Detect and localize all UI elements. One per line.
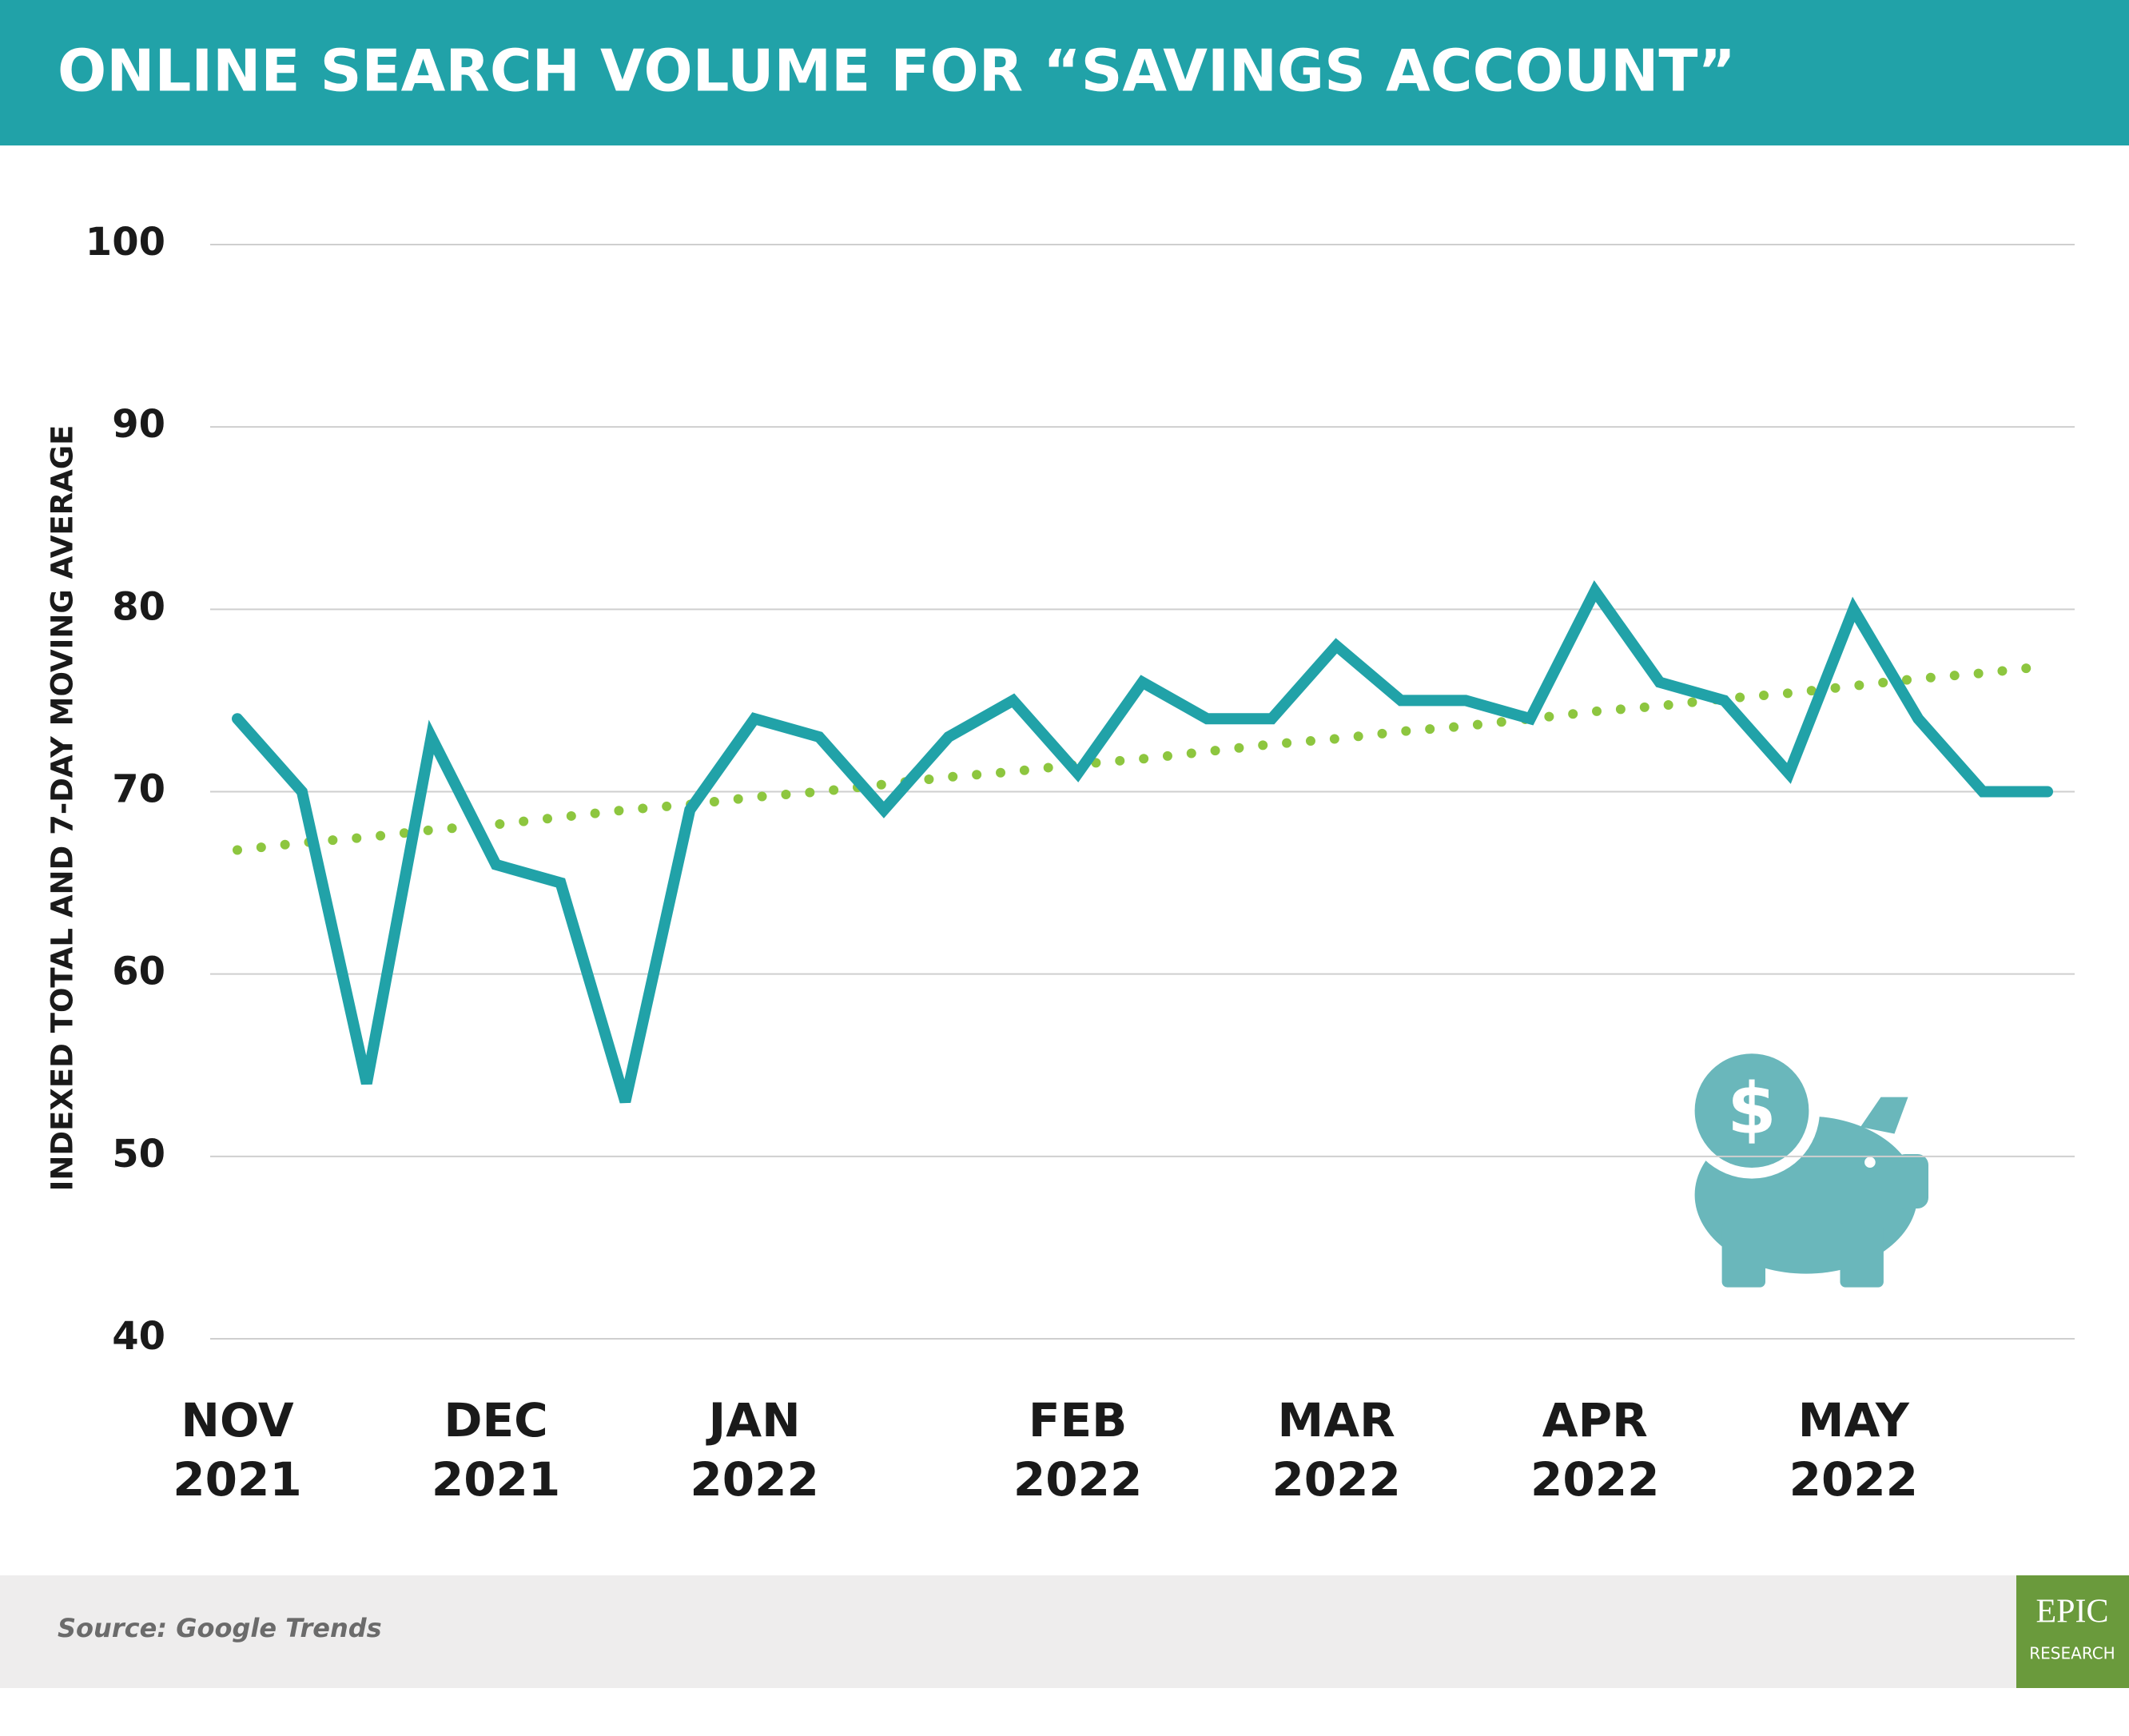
x-tick-label: MAR 2022 — [1271, 1393, 1400, 1507]
y-tick-label: 80 — [112, 584, 165, 629]
logo-subtext: RESEARCH — [2029, 1644, 2115, 1663]
y-axis-label: INDEXED TOTAL AND 7-DAY MOVING AVERAGE — [46, 425, 80, 1192]
chart-title: ONLINE SEARCH VOLUME FOR “SAVINGS ACCOUN… — [58, 38, 1736, 105]
trend-line — [233, 661, 2052, 855]
y-tick-label: 50 — [112, 1132, 165, 1177]
source-note: Source: Google Trends — [58, 1613, 382, 1643]
svg-text:$: $ — [1727, 1067, 1777, 1149]
x-tick-label: DEC 2021 — [432, 1393, 560, 1507]
data-line — [232, 580, 2053, 1104]
logo-box — [2016, 1575, 2129, 1688]
y-tick-label: 70 — [112, 767, 165, 812]
x-tick-label: FEB 2022 — [1013, 1393, 1142, 1507]
piggy-bank-icon: $ — [1684, 1042, 1928, 1288]
header-bar — [0, 0, 2129, 145]
y-tick-label: 40 — [112, 1314, 165, 1359]
footer-bar — [0, 1575, 2129, 1688]
x-tick-label: JAN 2022 — [690, 1393, 818, 1507]
y-tick-label: 100 — [86, 220, 165, 265]
y-tick-label: 90 — [112, 402, 165, 447]
x-tick-label: NOV 2021 — [173, 1393, 301, 1507]
x-tick-label: APR 2022 — [1530, 1393, 1659, 1507]
x-tick-label: MAY 2022 — [1789, 1393, 1918, 1507]
y-tick-label: 60 — [112, 950, 165, 994]
logo-text: EPIC — [2035, 1594, 2108, 1630]
